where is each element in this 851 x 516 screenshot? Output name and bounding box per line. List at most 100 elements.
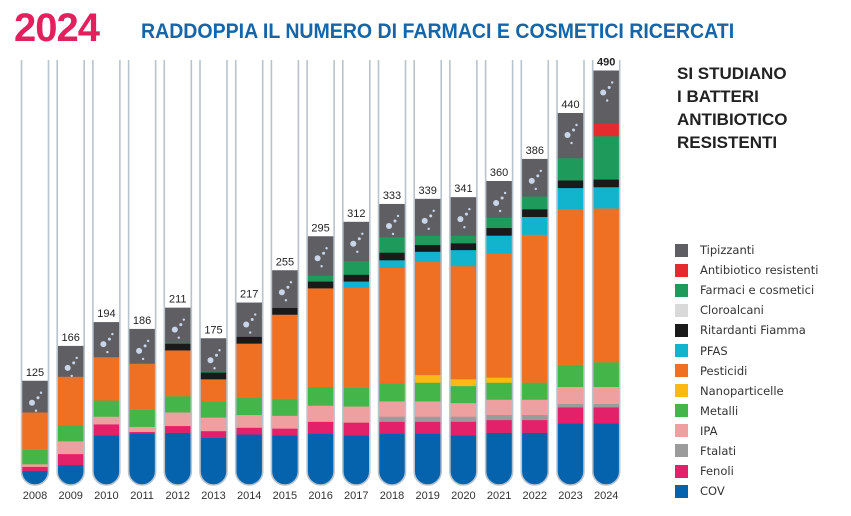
segment-ftalati: [414, 416, 442, 422]
segment-pesticidi: [449, 266, 477, 380]
year-label: 2011: [130, 490, 154, 502]
segment-ritardanti-fiamma: [342, 274, 370, 282]
legend-item: PFAS: [675, 340, 818, 360]
bubble-decoration: [218, 349, 221, 352]
segment-ipa: [164, 412, 192, 427]
total-label: 211: [169, 294, 187, 306]
bubble-decoration: [36, 396, 40, 400]
bubble-decoration: [286, 285, 290, 289]
side-title: SI STUDIANO I BATTERI ANTIBIOTICO RESIST…: [677, 64, 788, 152]
segment-pfas: [592, 186, 620, 209]
year-label: 2020: [451, 490, 475, 502]
headline-year: 2024: [14, 6, 100, 50]
bubble-decoration: [136, 347, 143, 354]
legend-item: Ftalati: [675, 441, 818, 461]
tube-outline: [377, 60, 407, 486]
segment-tipizzanti: [92, 322, 120, 358]
bubble-decoration: [539, 169, 542, 173]
bubble-decoration: [64, 364, 71, 371]
segment-ipa: [271, 415, 299, 429]
bubble-decoration: [600, 89, 607, 96]
segment-farmaci-e-cosmetici: [307, 275, 335, 282]
segment-pesticidi: [307, 288, 335, 387]
segment-farmaci-e-cosmetici: [557, 158, 584, 181]
segment-ipa: [378, 401, 406, 417]
segment-cov: [92, 435, 120, 485]
bubble-decoration: [386, 222, 392, 229]
tube-2014: [235, 302, 263, 485]
tube-2019: [414, 198, 442, 485]
total-label: 217: [240, 289, 258, 301]
bubble-decoration: [575, 123, 578, 127]
segment-fenoli: [592, 407, 620, 424]
bubble-decoration: [243, 321, 250, 328]
segment-fenoli: [342, 422, 370, 436]
total-label: 360: [490, 167, 508, 179]
segment-nanoparticelle: [449, 379, 477, 387]
legend-label: IPA: [700, 423, 718, 438]
bubble-decoration: [249, 331, 252, 334]
segment-farmaci-e-cosmetici: [164, 342, 192, 344]
segment-farmaci-e-cosmetici: [521, 196, 549, 210]
segment-fenoli: [57, 453, 85, 466]
segment-tipizzanti: [485, 181, 513, 218]
legend-item: Pesticidi: [675, 361, 818, 381]
bubble-decoration: [391, 232, 395, 236]
bubble-decoration: [107, 337, 111, 341]
year-label: 2023: [558, 490, 582, 502]
segment-cov: [449, 435, 477, 485]
segment-cov: [414, 433, 442, 485]
total-label: 166: [62, 332, 80, 344]
segment-tipizzanti: [21, 380, 49, 413]
legend-label: Metalli: [700, 403, 739, 418]
bubble-decoration: [314, 255, 321, 262]
segment-farmaci-e-cosmetici: [592, 135, 620, 180]
segment-ritardanti-fiamma: [164, 343, 192, 351]
tube-2015: [271, 270, 299, 485]
segment-antibiotico-resistenti: [592, 123, 620, 137]
segment-farmaci-e-cosmetici: [128, 362, 156, 365]
segment-ftalati: [521, 414, 549, 421]
bubble-decoration: [432, 209, 435, 213]
bubble-decoration: [75, 356, 78, 360]
segment-ipa: [57, 441, 85, 455]
legend-item: Fenoli: [675, 461, 818, 481]
segment-farmaci-e-cosmetici: [485, 217, 513, 229]
segment-cov: [200, 437, 227, 485]
segment-metalli: [521, 382, 549, 400]
segment-ritardanti-fiamma: [378, 252, 406, 261]
legend-item: Tipizzanti: [675, 240, 818, 260]
segment-fenoli: [164, 425, 192, 433]
segment-farmaci-e-cosmetici: [449, 235, 477, 244]
segment-ftalati: [557, 403, 584, 408]
total-label: 440: [561, 99, 579, 111]
segment-fenoli: [521, 419, 549, 433]
segment-tipizzanti: [57, 345, 85, 377]
total-label: 194: [97, 308, 115, 320]
segment-cov: [378, 433, 406, 485]
segment-metalli: [592, 362, 620, 387]
segment-ipa: [592, 386, 620, 404]
segment-ftalati: [378, 416, 406, 422]
legend-item: IPA: [675, 421, 818, 441]
segment-tipizzanti: [200, 338, 227, 372]
legend-swatch: [675, 303, 688, 317]
segment-ritardanti-fiamma: [521, 209, 549, 217]
legend-swatch: [675, 283, 688, 297]
segment-fenoli: [235, 427, 263, 435]
tube-outline: [342, 60, 371, 486]
bubble-decoration: [528, 177, 535, 184]
segment-ipa: [128, 426, 156, 433]
tube-outline: [591, 60, 621, 486]
bubble-decoration: [72, 361, 76, 365]
segment-pesticidi: [592, 208, 620, 363]
segment-pesticidi: [235, 343, 263, 399]
segment-metalli: [307, 386, 335, 406]
tube-2021: [485, 181, 513, 485]
bubble-decoration: [70, 374, 73, 378]
bubble-decoration: [325, 247, 328, 250]
bubble-decoration: [606, 99, 609, 102]
bubble-decoration: [572, 128, 575, 132]
legend-item: Metalli: [675, 401, 818, 421]
segment-tipizzanti: [521, 158, 549, 197]
